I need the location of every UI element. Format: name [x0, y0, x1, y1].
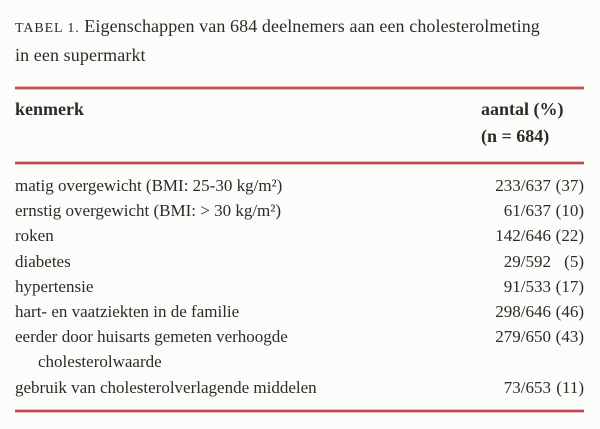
row-value: 91/533 (17) [489, 274, 584, 299]
row-value: 142/646 (22) [489, 223, 584, 248]
row-fraction: 298/646 [495, 302, 551, 322]
row-percent: (5) [564, 251, 584, 271]
row-kenmerk-line2: cholesterolwaarde [38, 352, 162, 372]
top-rule [15, 87, 584, 89]
header-aantal: aantal (%) (n = 684) [481, 96, 584, 150]
row-fraction: 91/533 [503, 276, 551, 296]
row-percent: (11) [556, 377, 584, 397]
row-value: 29/592 (5) [489, 249, 584, 274]
row-value: 298/646 (46) [489, 299, 584, 324]
row-kenmerk: diabetes [15, 251, 71, 271]
row-value: 233/637 (37) [489, 173, 584, 198]
row-percent: (17) [555, 276, 584, 296]
table-row: eerder door huisarts gemeten verhoogde c… [15, 324, 584, 374]
row-percent: (37) [555, 176, 584, 195]
table-row: ernstig overgewicht (BMI: > 30 kg/m²) 61… [15, 198, 584, 223]
table-header: kenmerk aantal (%) (n = 684) [15, 89, 584, 150]
row-value: 61/637 (10) [489, 198, 584, 223]
row-value: 73/653 (11) [489, 375, 584, 400]
table-caption-line1: TABEL 1. Eigenschappen van 684 deelnemer… [15, 13, 584, 42]
table-row: hypertensie 91/533 (17) [15, 274, 584, 299]
row-fraction: 29/592 [503, 251, 551, 271]
row-fraction: 233/637 [495, 176, 551, 195]
header-kenmerk: kenmerk [15, 99, 84, 119]
table-body: matig overgewicht (BMI: 25-30 kg/m²) 233… [15, 164, 584, 400]
row-fraction: 61/637 [503, 201, 551, 221]
header-aantal-line2: (n = 684) [481, 126, 550, 146]
row-kenmerk-line1: eerder door huisarts gemeten verhoogde [15, 327, 288, 347]
row-kenmerk: eerder door huisarts gemeten verhoogde c… [15, 324, 489, 374]
table-caption-text: Eigenschappen van 684 deelnemers aan een… [84, 16, 540, 36]
row-percent: (43) [555, 327, 584, 347]
row-kenmerk: hypertensie [15, 276, 94, 296]
row-fraction: 279/650 [495, 327, 551, 347]
table-caption: TABEL 1. Eigenschappen van 684 deelnemer… [15, 0, 584, 68]
table-row: gebruik van cholesterolverlagende middel… [15, 375, 584, 400]
row-fraction: 73/653 [503, 377, 551, 397]
row-fraction: 142/646 [495, 226, 551, 246]
row-kenmerk: ernstig overgewicht (BMI: > 30 kg/m²) [15, 201, 282, 221]
table-row: matig overgewicht (BMI: 25-30 kg/m²) 233… [15, 173, 584, 198]
row-kenmerk: matig overgewicht (BMI: 25-30 kg/m²) [15, 176, 283, 195]
table-row: hart- en vaatziekten in de familie 298/6… [15, 299, 584, 324]
row-percent: (22) [555, 226, 584, 246]
row-percent: (46) [555, 302, 584, 322]
header-rule [15, 162, 584, 164]
header-aantal-line1: aantal (%) [481, 99, 564, 119]
table-row: diabetes 29/592 (5) [15, 249, 584, 274]
row-kenmerk: gebruik van cholesterolverlagende middel… [15, 377, 317, 397]
row-percent: (10) [555, 201, 584, 221]
table-caption-line2: in een supermarkt [15, 45, 146, 65]
table-caption-label: TABEL 1. [15, 21, 80, 36]
row-kenmerk: hart- en vaatziekten in de familie [15, 302, 240, 322]
bottom-rule [15, 409, 584, 412]
table-row: roken 142/646 (22) [15, 223, 584, 248]
row-kenmerk: roken [15, 226, 54, 246]
row-value: 279/650 (43) [489, 324, 584, 349]
